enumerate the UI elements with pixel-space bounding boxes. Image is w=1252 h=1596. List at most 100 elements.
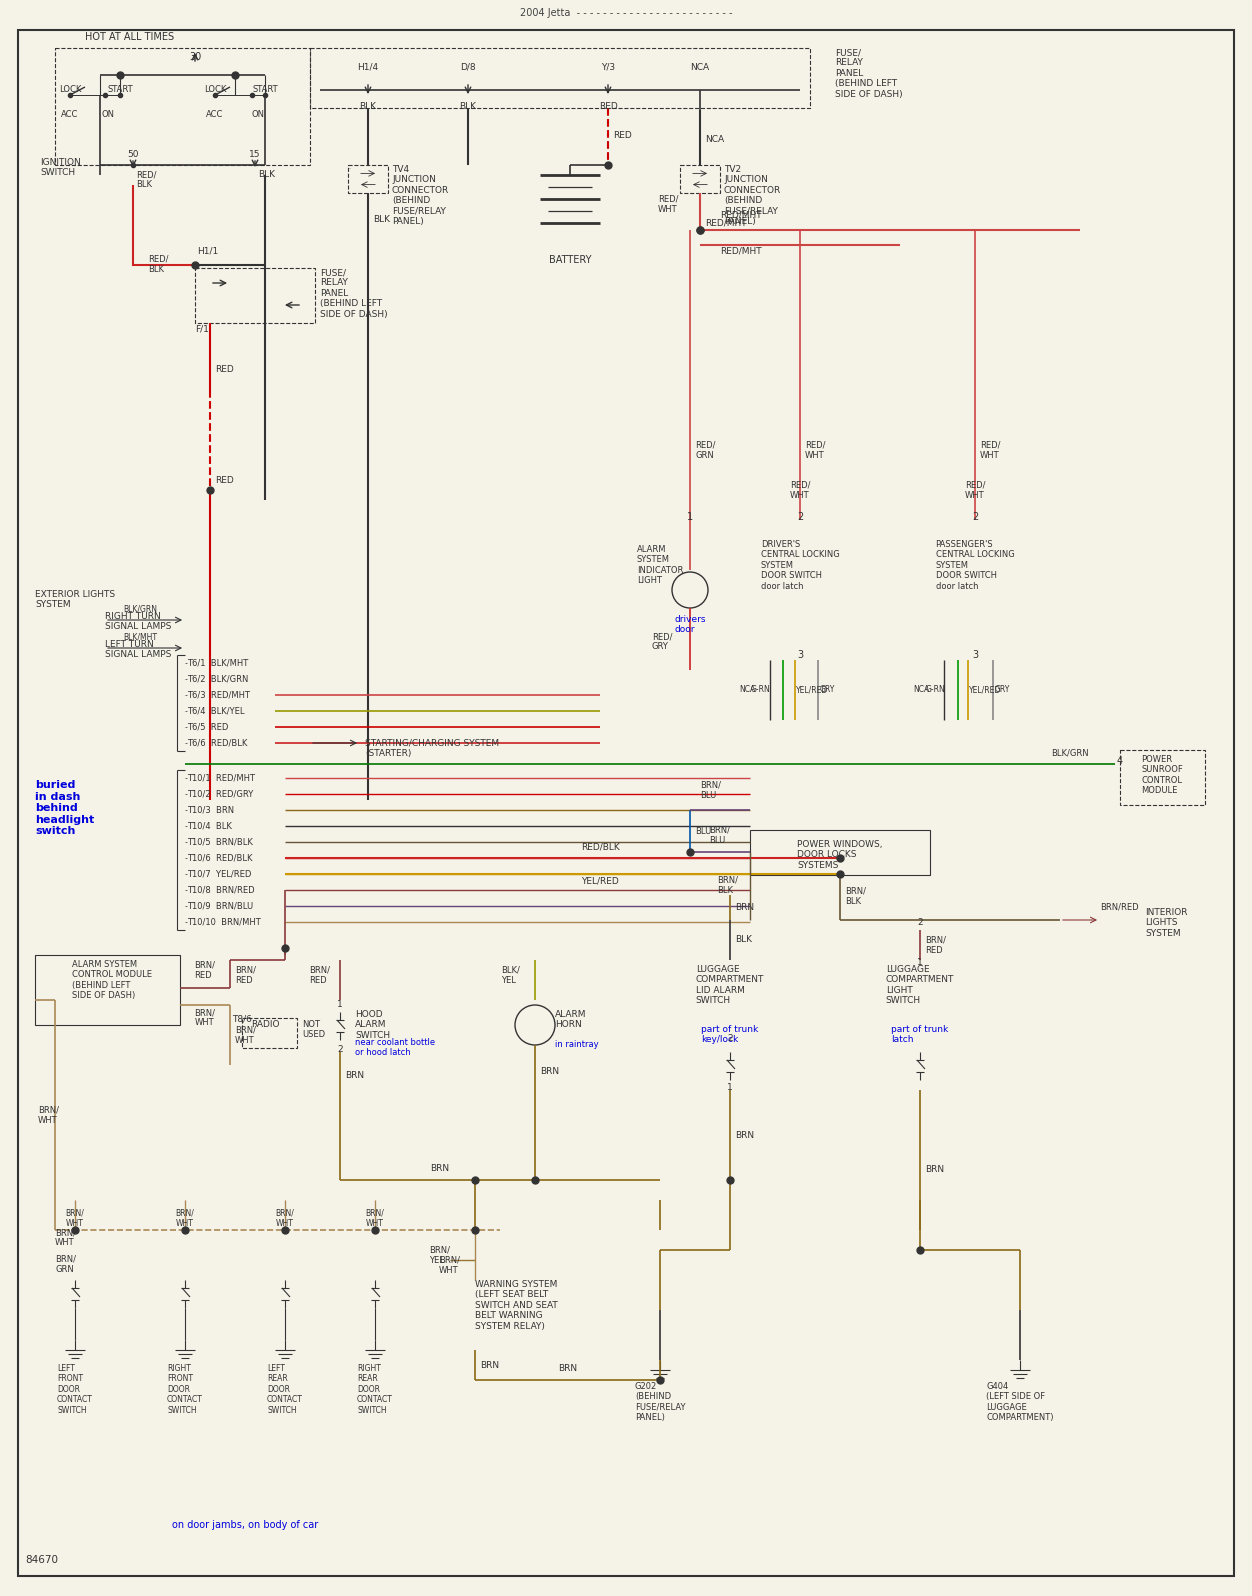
Text: BRN/
YEL: BRN/ YEL [429,1245,449,1264]
Text: RED/
WHT: RED/ WHT [980,440,1000,460]
Text: F/1: F/1 [195,326,209,334]
Text: BRN/
WHT: BRN/ WHT [55,1227,76,1248]
Text: buried
in dash
behind
headlight
switch: buried in dash behind headlight switch [35,780,94,836]
Bar [35,954,180,1025]
Text: LEFT TURN
SIGNAL LAMPS: LEFT TURN SIGNAL LAMPS [105,640,172,659]
Text: BRN: BRN [735,902,754,911]
Text: RED/MHT: RED/MHT [720,247,761,255]
Text: START: START [108,85,133,94]
Text: BRN/
BLK: BRN/ BLK [845,886,866,905]
Bar [242,1018,297,1049]
Text: BRN/
WHT: BRN/ WHT [439,1256,459,1275]
Text: T10/3  BRN: T10/3 BRN [187,806,234,814]
Text: BRN: BRN [346,1071,364,1079]
Bar [680,164,720,193]
Text: BRN/
BLK: BRN/ BLK [717,875,737,895]
Text: T10/8  BRN/RED: T10/8 BRN/RED [187,886,254,894]
Text: EXTERIOR LIGHTS
SYSTEM: EXTERIOR LIGHTS SYSTEM [35,591,115,610]
Text: BRN/
WHT: BRN/ WHT [194,1009,215,1028]
Text: RED/BLK: RED/BLK [581,843,620,852]
Text: ON: ON [101,110,114,120]
Text: BRN/
WHT: BRN/ WHT [275,1208,294,1227]
Text: 84670: 84670 [25,1555,58,1566]
Text: T6/3  RED/MHT: T6/3 RED/MHT [187,691,250,699]
Text: T10/10  BRN/MHT: T10/10 BRN/MHT [187,918,260,927]
Text: BLU: BLU [695,827,711,835]
Text: T6/6  RED/BLK: T6/6 RED/BLK [187,739,248,747]
Text: RED: RED [613,131,632,139]
Text: LUGGAGE
COMPARTMENT
LIGHT
SWITCH: LUGGAGE COMPARTMENT LIGHT SWITCH [886,966,954,1005]
Text: 2: 2 [337,1045,343,1053]
Text: RED/
BLK: RED/ BLK [148,255,169,275]
Text: part of trunk
key/lock: part of trunk key/lock [701,1025,759,1044]
Text: WARNING SYSTEM
(LEFT SEAT BELT
SWITCH AND SEAT
BELT WARNING
SYSTEM RELAY): WARNING SYSTEM (LEFT SEAT BELT SWITCH AN… [475,1280,557,1331]
Text: BRN: BRN [431,1163,449,1173]
Text: RED/
BLK: RED/ BLK [136,171,156,190]
Text: TV2
JUNCTION
CONNECTOR
(BEHIND
FUSE/RELAY
PANEL): TV2 JUNCTION CONNECTOR (BEHIND FUSE/RELA… [724,164,781,227]
Text: 50: 50 [128,150,139,160]
Text: T10/6  RED/BLK: T10/6 RED/BLK [187,854,253,862]
Text: RIGHT
FRONT
DOOR
CONTACT
SWITCH: RIGHT FRONT DOOR CONTACT SWITCH [167,1365,203,1414]
Text: BRN/
WHT: BRN/ WHT [235,1025,255,1045]
Text: NCA: NCA [740,686,756,694]
Text: 2: 2 [918,918,923,927]
Text: BRN/
WHT: BRN/ WHT [366,1208,384,1227]
Text: 1: 1 [337,1001,343,1009]
Text: NCA: NCA [914,686,930,694]
Text: FUSE/
RELAY
PANEL
(BEHIND LEFT
SIDE OF DASH): FUSE/ RELAY PANEL (BEHIND LEFT SIDE OF D… [835,48,903,99]
Text: 2: 2 [796,512,803,522]
Text: BRN/
WHT: BRN/ WHT [38,1106,59,1125]
Text: IGNITION
SWITCH: IGNITION SWITCH [40,158,80,177]
Text: RIGHT
REAR
DOOR
CONTACT
SWITCH: RIGHT REAR DOOR CONTACT SWITCH [357,1365,393,1414]
Text: 1: 1 [687,512,694,522]
Text: INTERIOR
LIGHTS
SYSTEM: INTERIOR LIGHTS SYSTEM [1146,908,1187,938]
Text: BRN/RED: BRN/RED [1101,903,1138,911]
Text: G202
(BEHIND
FUSE/RELAY
PANEL): G202 (BEHIND FUSE/RELAY PANEL) [635,1382,685,1422]
Text: HOOD
ALARM
SWITCH: HOOD ALARM SWITCH [356,1010,391,1041]
Text: BRN/
RED: BRN/ RED [925,935,947,954]
Text: RADIO: RADIO [250,1020,279,1029]
Text: BRN/
BLU: BRN/ BLU [700,780,721,800]
Text: in raintray: in raintray [555,1041,598,1049]
Text: 3: 3 [972,650,978,661]
Text: 4: 4 [1117,757,1123,766]
Text: G404
(LEFT SIDE OF
LUGGAGE
COMPARTMENT): G404 (LEFT SIDE OF LUGGAGE COMPARTMENT) [987,1382,1054,1422]
Text: ACC: ACC [61,110,79,120]
Text: BLK: BLK [359,102,377,112]
Text: G-RN: G-RN [925,686,945,694]
Text: T10/4  BLK: T10/4 BLK [187,822,232,830]
Text: BRN: BRN [735,1130,754,1140]
Text: BRN: BRN [558,1365,577,1373]
Text: BRN: BRN [540,1068,560,1076]
Text: BRN/
RED: BRN/ RED [194,961,215,980]
Text: ACC: ACC [207,110,224,120]
Text: T10/5  BRN/BLK: T10/5 BRN/BLK [187,838,253,846]
Text: RED/MHT: RED/MHT [720,211,761,220]
Text: T6/5  RED: T6/5 RED [187,723,228,731]
Text: LOCK: LOCK [59,85,81,94]
Text: BRN: BRN [925,1165,944,1175]
Text: T10/2  RED/GRY: T10/2 RED/GRY [187,790,253,798]
Text: 15: 15 [249,150,260,160]
Text: FUSE/
RELAY
PANEL
(BEHIND LEFT
SIDE OF DASH): FUSE/ RELAY PANEL (BEHIND LEFT SIDE OF D… [321,268,388,319]
Text: RED/
WHT: RED/ WHT [790,480,810,500]
Text: BATTERY: BATTERY [548,255,591,265]
Bar [195,268,316,322]
Text: T6/4  BLK/YEL: T6/4 BLK/YEL [187,707,244,715]
Text: H1/1: H1/1 [197,246,218,255]
Text: NOT
USED: NOT USED [302,1020,326,1039]
Text: POWER WINDOWS,
DOOR LOCKS
SYSTEMS: POWER WINDOWS, DOOR LOCKS SYSTEMS [798,839,883,870]
Text: RIGHT TURN
SIGNAL LAMPS: RIGHT TURN SIGNAL LAMPS [105,611,172,632]
Text: RED/MHT: RED/MHT [705,219,746,228]
Text: RED: RED [215,476,234,485]
Bar [750,830,930,875]
Bar [55,48,310,164]
Text: D/8: D/8 [461,62,476,72]
Text: 3: 3 [798,650,803,661]
Text: YEL/RED: YEL/RED [969,686,1002,694]
Text: ON: ON [252,110,264,120]
Text: NCA: NCA [705,136,724,145]
Text: RED: RED [598,102,617,112]
Text: T10/7  YEL/RED: T10/7 YEL/RED [187,870,252,878]
Text: BRN/
RED: BRN/ RED [235,966,255,985]
